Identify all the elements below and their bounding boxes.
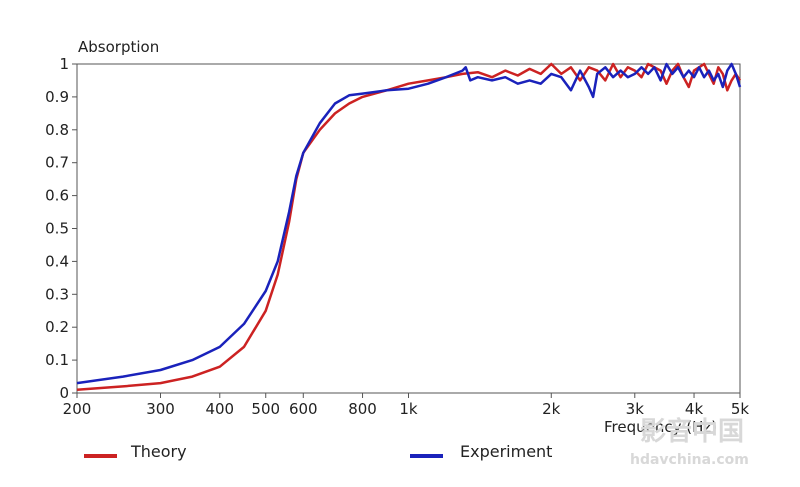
y-tick-label: 1 [59, 55, 69, 73]
y-tick-label: 0.6 [45, 187, 69, 205]
x-tick-label: 4k [685, 400, 704, 418]
y-tick-label: 0.9 [45, 88, 69, 106]
watermark-logo: 影音中国 [640, 416, 744, 447]
x-tick-label: 500 [251, 400, 280, 418]
y-tick-label: 0 [59, 384, 69, 402]
watermark-url: hdavchina.com [630, 452, 749, 468]
x-tick-label: 1k [399, 400, 418, 418]
series-lines [76, 62, 742, 391]
y-tick-label: 0.8 [45, 121, 69, 139]
y-tick-label: 0.2 [45, 318, 69, 336]
y-tick-label: 0.4 [45, 252, 69, 270]
series-line-theory [76, 62, 742, 391]
legend: Theory Experiment [84, 442, 552, 461]
legend-label-theory: Theory [130, 442, 187, 461]
x-tick-label: 300 [146, 400, 175, 418]
plot-frame [76, 63, 741, 394]
x-axis-label: Frequency (Hz) [604, 418, 717, 436]
x-ticks: 200 300 400 500 600 800 1k 2k 3k 4k 5k [63, 393, 750, 418]
x-tick-label: 800 [348, 400, 377, 418]
y-tick-label: 0.7 [45, 154, 69, 172]
y-tick-label: 0.3 [45, 285, 69, 303]
y-tick-label: 0.5 [45, 220, 69, 238]
x-tick-label: 5k [731, 400, 750, 418]
legend-label-experiment: Experiment [460, 442, 552, 461]
x-tick-label: 200 [63, 400, 92, 418]
y-axis-label: Absorption [78, 38, 159, 56]
x-tick-label: 600 [289, 400, 318, 418]
y-ticks: 0 0.1 0.2 0.3 0.4 0.5 0.6 0.7 0.8 0.9 1 [45, 55, 77, 402]
x-tick-label: 2k [542, 400, 561, 418]
x-tick-label: 3k [626, 400, 645, 418]
series-line-experiment [76, 62, 742, 385]
watermark: 影音中国 hdavchina.com [630, 416, 749, 468]
y-tick-label: 0.1 [45, 351, 69, 369]
x-tick-label: 400 [205, 400, 234, 418]
